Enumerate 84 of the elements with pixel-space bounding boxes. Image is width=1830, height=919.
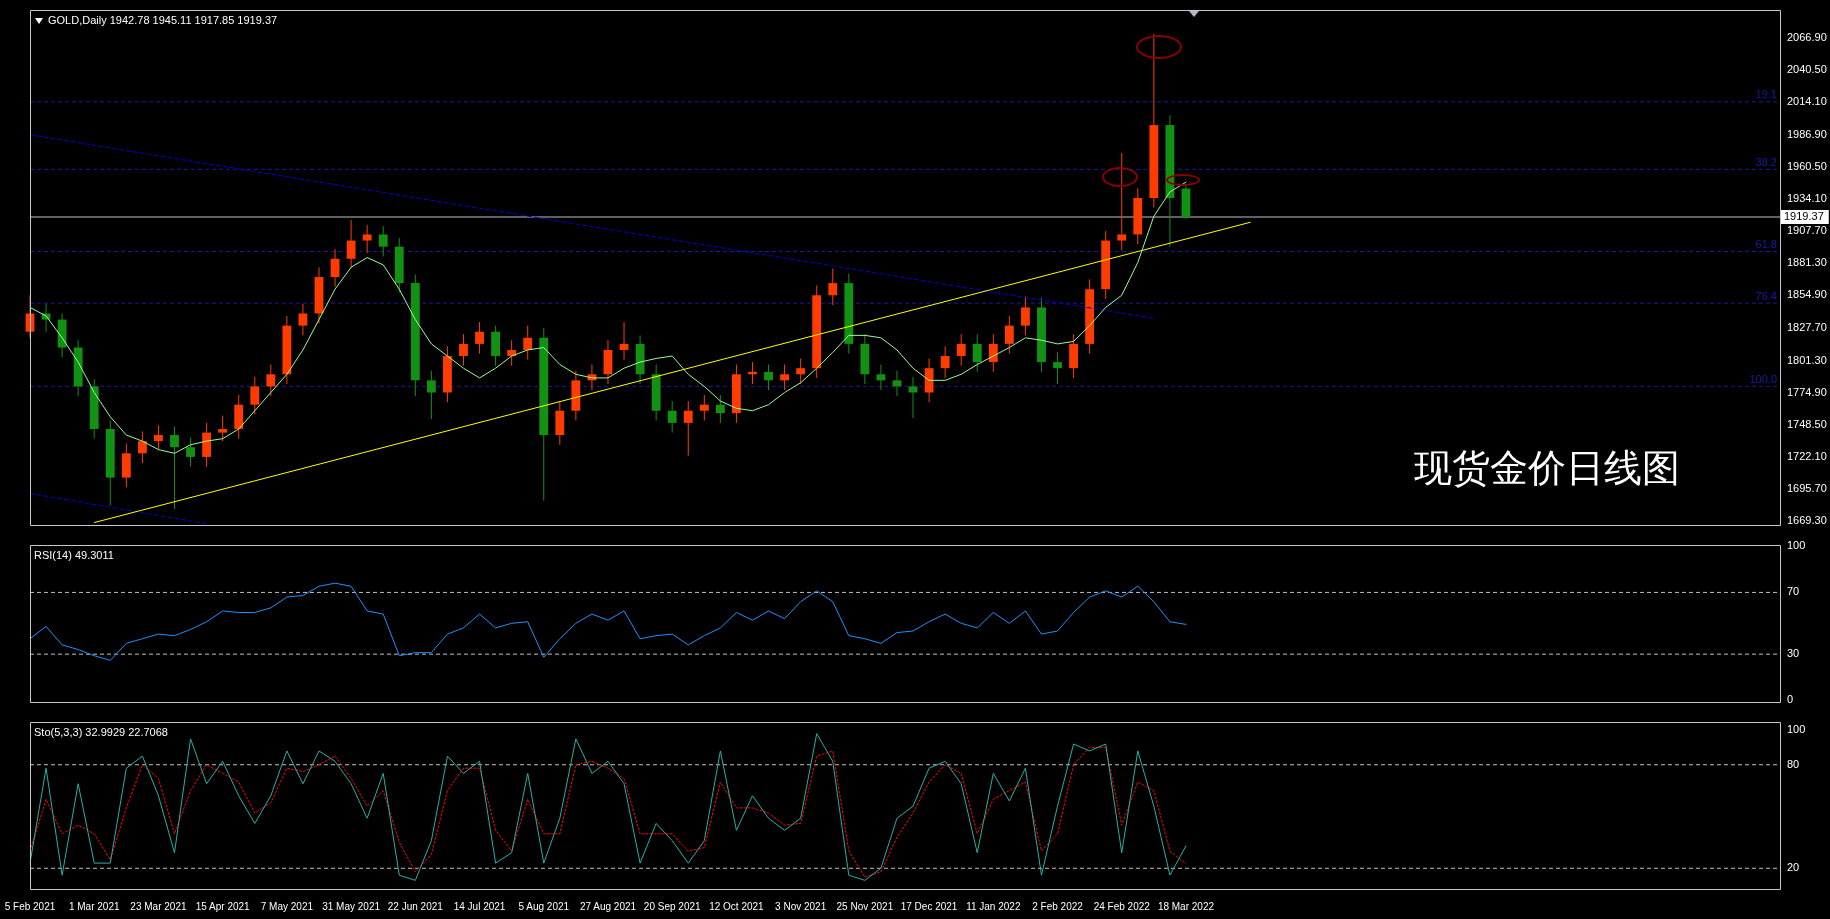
x-tick-label: 5 Aug 2021 bbox=[518, 900, 570, 912]
x-tick-label: 27 Aug 2021 bbox=[579, 900, 637, 912]
candlestick bbox=[298, 303, 308, 336]
x-tick-label: 1 Mar 2021 bbox=[68, 900, 120, 912]
y-tick-label: 1669.30 bbox=[1787, 514, 1827, 527]
x-tick-label: 7 May 2021 bbox=[260, 900, 314, 912]
y-tick-label: 20 bbox=[1787, 861, 1800, 874]
y-tick-label: 1801.30 bbox=[1787, 353, 1827, 366]
candlestick bbox=[828, 268, 838, 306]
y-tick-label: 1854.90 bbox=[1787, 288, 1827, 301]
annotation: 61.8 bbox=[1755, 238, 1777, 251]
x-tick-label: 5 Feb 2021 bbox=[4, 900, 56, 912]
candlestick bbox=[1117, 152, 1127, 251]
candlestick bbox=[170, 426, 179, 510]
candlestick bbox=[186, 436, 195, 468]
chart-title: Sto(5,3,3) 32.9929 22.7068 bbox=[34, 725, 168, 738]
x-tick-label: 31 May 2021 bbox=[322, 900, 381, 912]
y-tick-label: 1934.10 bbox=[1787, 192, 1827, 205]
candlestick bbox=[137, 430, 147, 464]
candlestick bbox=[1021, 295, 1030, 336]
x-tick-label: 2 Feb 2022 bbox=[1032, 900, 1084, 912]
chart-title: RSI(14) 49.3011 bbox=[34, 548, 114, 561]
x-tick-label: 20 Sep 2021 bbox=[643, 900, 701, 912]
candlestick bbox=[796, 357, 806, 385]
annotation: 19.1 bbox=[1755, 88, 1777, 101]
ref-line-label: 1919.37 bbox=[1784, 210, 1824, 223]
y-tick-label: 1986.90 bbox=[1787, 127, 1827, 140]
y-tick-label: 100 bbox=[1787, 539, 1806, 552]
candlestick bbox=[972, 333, 982, 373]
x-tick-label: 14 Jul 2021 bbox=[453, 900, 506, 912]
x-tick-label: 11 Jan 2022 bbox=[966, 900, 1021, 912]
y-tick-label: 1960.50 bbox=[1787, 160, 1827, 173]
candlestick bbox=[780, 364, 789, 391]
annotation: 76.4 bbox=[1755, 289, 1777, 302]
y-tick-label: 100 bbox=[1787, 723, 1806, 736]
candlestick bbox=[218, 415, 228, 442]
candlestick bbox=[1004, 315, 1014, 355]
candlestick bbox=[699, 394, 709, 421]
candlestick bbox=[1053, 351, 1062, 385]
y-tick-label: 1827.70 bbox=[1787, 321, 1827, 334]
candlestick bbox=[908, 376, 918, 419]
y-tick-label: 1881.30 bbox=[1787, 256, 1827, 269]
y-tick-label: 1695.70 bbox=[1787, 481, 1827, 494]
x-tick-label: 12 Oct 2021 bbox=[709, 900, 765, 912]
candlestick bbox=[523, 325, 533, 361]
y-tick-label: 1774.90 bbox=[1787, 385, 1827, 398]
candlestick bbox=[667, 400, 677, 434]
candlestick bbox=[266, 364, 276, 397]
annotation: 100.0 bbox=[1749, 372, 1777, 385]
candlestick bbox=[940, 345, 950, 379]
x-tick-label: 15 Apr 2021 bbox=[195, 900, 251, 912]
y-tick-label: 2040.50 bbox=[1787, 62, 1827, 75]
candlestick bbox=[250, 376, 260, 415]
y-tick-label: 2066.90 bbox=[1787, 30, 1827, 43]
candlestick bbox=[715, 394, 725, 424]
candlestick bbox=[988, 333, 998, 373]
annotation: 38.2 bbox=[1755, 155, 1777, 168]
y-tick-label: 1748.50 bbox=[1787, 417, 1827, 430]
candlestick bbox=[956, 333, 966, 367]
x-tick-label: 17 Dec 2021 bbox=[900, 900, 958, 912]
y-tick-label: 1722.10 bbox=[1787, 449, 1827, 462]
y-tick-label: 1907.70 bbox=[1787, 224, 1827, 237]
x-tick-label: 25 Nov 2021 bbox=[836, 900, 894, 912]
candlestick bbox=[459, 333, 468, 367]
y-tick-label: 2014.10 bbox=[1787, 94, 1827, 107]
y-tick-label: 70 bbox=[1787, 585, 1800, 598]
x-tick-label: 23 Mar 2021 bbox=[130, 900, 187, 912]
candlestick bbox=[475, 321, 484, 355]
x-tick-label: 3 Nov 2021 bbox=[775, 900, 827, 912]
candlestick bbox=[378, 225, 388, 257]
candlestick bbox=[346, 219, 356, 270]
candlestick bbox=[362, 224, 372, 254]
annotation: 现货金价日线图 bbox=[1414, 446, 1681, 489]
y-tick-label: 0 bbox=[1787, 693, 1794, 706]
x-tick-label: 22 Jun 2021 bbox=[387, 900, 444, 912]
x-tick-label: 18 Mar 2022 bbox=[1157, 900, 1215, 912]
y-tick-label: 30 bbox=[1787, 647, 1800, 660]
candlestick bbox=[426, 370, 436, 420]
candlestick bbox=[764, 364, 773, 391]
candlestick bbox=[683, 400, 693, 457]
candlestick bbox=[154, 424, 163, 451]
chart-title: GOLD,Daily 1942.78 1945.11 1917.85 1919.37 bbox=[48, 13, 278, 26]
y-tick-label: 80 bbox=[1787, 757, 1800, 770]
x-tick-label: 24 Feb 2022 bbox=[1093, 900, 1151, 912]
